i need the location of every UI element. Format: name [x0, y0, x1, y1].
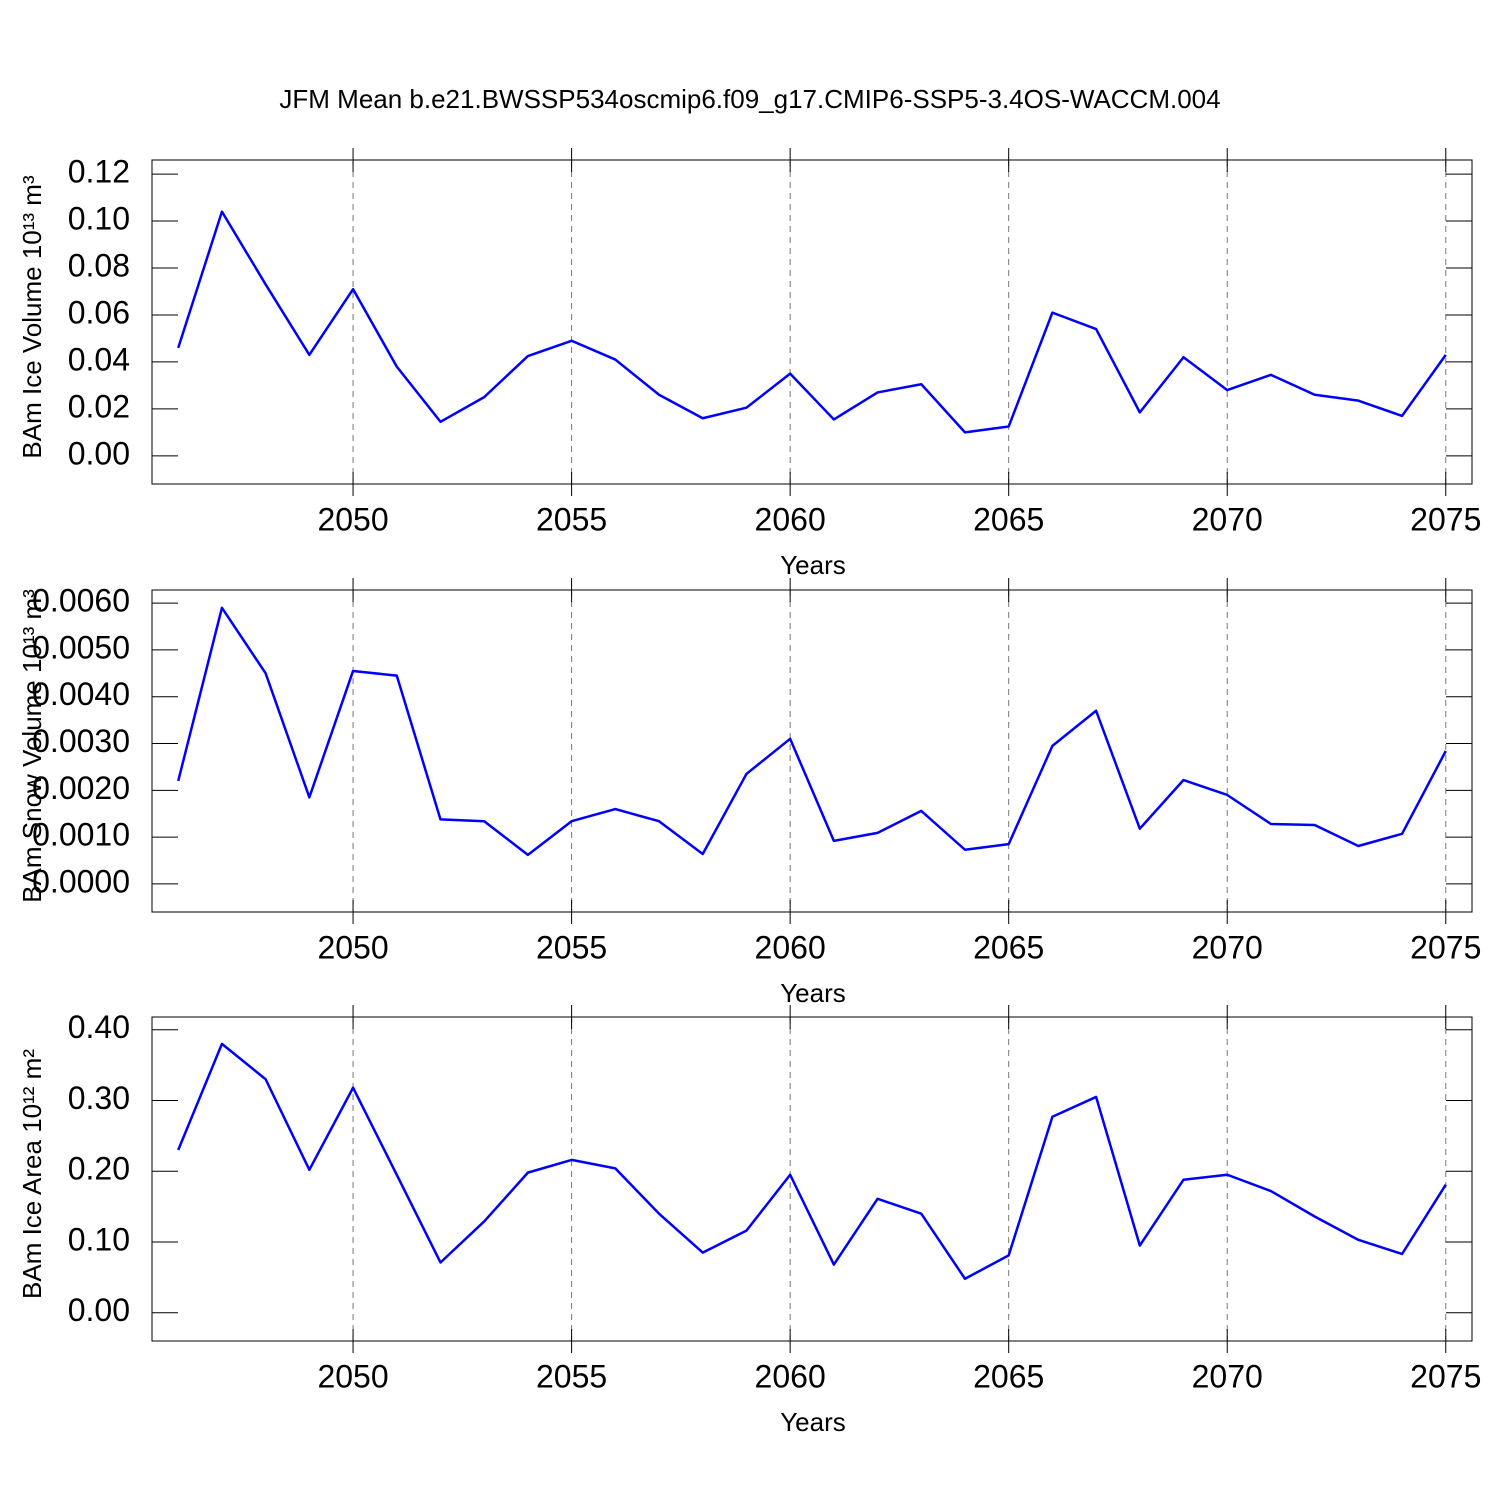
- y-tick-label: 0.10: [68, 1221, 130, 1257]
- y-tick-label: 0.0000: [32, 863, 130, 899]
- x-tick-label: 2070: [1192, 929, 1263, 965]
- data-line: [177, 210, 1447, 434]
- y-tick-label: 0.10: [68, 200, 130, 236]
- y-tick-label: 0.40: [68, 1009, 130, 1045]
- x-tick-label: 2050: [317, 501, 388, 537]
- x-tick-label: 2070: [1192, 1358, 1263, 1394]
- x-tick-label: 2075: [1410, 1358, 1481, 1394]
- y-tick-label: 0.0040: [32, 676, 130, 712]
- y-tick-label: 0.02: [68, 388, 130, 424]
- x-axis-label: Years: [780, 1407, 846, 1437]
- data-line: [177, 1042, 1447, 1280]
- plot-frame: [151, 1016, 1473, 1342]
- x-tick-label: 2060: [755, 1358, 826, 1394]
- x-tick-label: 2060: [755, 501, 826, 537]
- x-axis-label: Years: [780, 978, 846, 1008]
- x-tick-label: 2065: [973, 929, 1044, 965]
- x-tick-label: 2050: [317, 929, 388, 965]
- x-tick-label: 2055: [536, 501, 607, 537]
- y-axis-label: BAm Snow Volume 10¹³ m³: [17, 589, 47, 903]
- y-tick-label: 0.00: [68, 1292, 130, 1328]
- figure-title: JFM Mean b.e21.BWSSP534oscmip6.f09_g17.C…: [279, 84, 1220, 114]
- data-line: [177, 606, 1447, 857]
- y-tick-label: 0.12: [68, 154, 130, 190]
- x-tick-label: 2055: [536, 1358, 607, 1394]
- x-tick-label: 2055: [536, 929, 607, 965]
- y-tick-label: 0.04: [68, 341, 130, 377]
- y-tick-label: 0.0060: [32, 583, 130, 619]
- y-axis-label: BAm Ice Volume 10¹³ m³: [17, 175, 47, 459]
- y-tick-label: 0.0050: [32, 629, 130, 665]
- x-tick-label: 2065: [973, 501, 1044, 537]
- plot-frame: [151, 159, 1473, 485]
- y-tick-label: 0.0020: [32, 770, 130, 806]
- x-axis-label: Years: [780, 550, 846, 580]
- y-tick-label: 0.06: [68, 294, 130, 330]
- x-tick-label: 2050: [317, 1358, 388, 1394]
- x-tick-label: 2060: [755, 929, 826, 965]
- x-tick-label: 2075: [1410, 501, 1481, 537]
- y-tick-label: 0.0030: [32, 723, 130, 759]
- x-tick-label: 2070: [1192, 501, 1263, 537]
- y-tick-label: 0.0010: [32, 817, 130, 853]
- x-tick-label: 2075: [1410, 929, 1481, 965]
- plot-frame: [151, 589, 1473, 913]
- y-tick-label: 0.08: [68, 247, 130, 283]
- x-tick-label: 2065: [973, 1358, 1044, 1394]
- y-tick-label: 0.30: [68, 1080, 130, 1116]
- y-tick-label: 0.20: [68, 1151, 130, 1187]
- y-axis-label: BAm Ice Area 10¹² m²: [17, 1049, 47, 1299]
- y-tick-label: 0.00: [68, 435, 130, 471]
